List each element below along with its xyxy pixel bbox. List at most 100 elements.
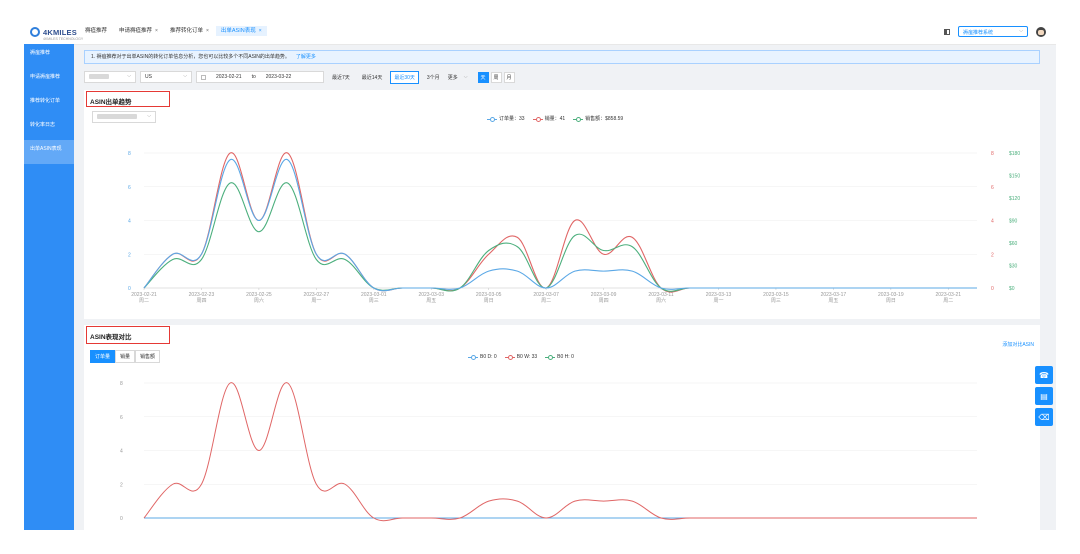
app-window: 4KMILES 4KMILES TECHNOLOGY 褥疽推荐 申请褥疽推荐 × … xyxy=(24,22,1056,530)
user-avatar[interactable] xyxy=(1036,26,1046,37)
filter-bar: ⌵ US ⌵ 2023-02-21 to 2023-03-22 最近7天 最近14… xyxy=(84,70,515,84)
notice-banner: 1. 褥疽推荐对于出单ASIN的转化订单信息分析，您也可以比较多个不同ASIN的… xyxy=(84,50,1040,64)
tab-recommend[interactable]: 褥疽推荐 xyxy=(80,26,112,36)
trash-icon[interactable]: ⌫ xyxy=(1035,408,1053,426)
tab-label: 出单ASIN表现 xyxy=(220,28,256,34)
date-end: 2023-03-22 xyxy=(265,74,292,80)
quick-14days-button[interactable]: 最近14天 xyxy=(361,74,383,81)
more-label: 更多 xyxy=(447,74,458,81)
x-tick-weekday: 周六 xyxy=(656,297,666,304)
y-tick-right2: $120 xyxy=(1009,196,1020,202)
x-tick-weekday: 周一 xyxy=(713,298,723,304)
y-tick-right2: $90 xyxy=(1009,219,1018,225)
system-select-value: 褥疽推荐系统 xyxy=(963,30,994,36)
more-select[interactable]: 更多 ⌵ xyxy=(448,74,468,81)
sidebar-item-conversion-log[interactable]: 转化率日志 xyxy=(30,122,56,128)
x-tick-weekday: 周日 xyxy=(484,298,494,304)
granularity-week[interactable]: 周 xyxy=(490,71,502,83)
trend-card: ASIN出单趋势 ⌵ 订单量：33 销量：41 销售额：$858.59 0 2 4 6… xyxy=(84,90,1040,319)
metric-tab-units[interactable]: 销量 xyxy=(115,350,136,363)
x-tick-label: 2023-03-13 xyxy=(706,292,732,298)
store-select[interactable]: ⌵ xyxy=(84,71,136,83)
system-select[interactable]: 褥疽推荐系统 ⌵ xyxy=(958,26,1028,37)
sidebar-item-conversion-orders[interactable]: 推荐转化订单 xyxy=(30,98,61,104)
x-tick-label: 2023-03-09 xyxy=(591,292,617,298)
header-right: 褥疽推荐系统 ⌵ xyxy=(944,26,1046,37)
legend-label: B0 H: 0 xyxy=(557,354,574,360)
tab-bar: 褥疽推荐 申请褥疽推荐 × 推荐转化订单 × 出单ASIN表现 × xyxy=(80,26,267,36)
y-tick-left: 8 xyxy=(128,151,131,157)
quick-7days-button[interactable]: 最近7天 xyxy=(332,74,350,81)
country-value: US xyxy=(145,74,152,80)
sidebar-item-recommend[interactable]: 褥疽推荐 xyxy=(30,50,51,56)
add-compare-asin-link[interactable]: 添加对比ASIN xyxy=(1002,342,1034,348)
trend-title: ASIN出单趋势 xyxy=(90,99,132,106)
tab-apply-recommend[interactable]: 申请褥疽推荐 × xyxy=(114,26,163,36)
legend-swatch xyxy=(468,354,478,360)
y-tick-right2: $30 xyxy=(1009,264,1018,270)
title-highlight-box xyxy=(86,91,170,107)
y-tick-right1: 0 xyxy=(991,286,994,292)
title-highlight-box xyxy=(86,326,170,344)
floating-actions: ☎ ▤ ⌫ xyxy=(1035,366,1053,426)
notice-text: 1. 褥疽推荐对于出单ASIN的转化订单信息分析，您也可以比较多个不同ASIN的… xyxy=(91,54,290,60)
x-tick-label: 2023-03-21 xyxy=(935,292,961,298)
compare-card: ASIN表现对比 订单量 销量 销售额 添加对比ASIN B0 D: 0 B0 … xyxy=(84,325,1040,530)
legend-sales[interactable]: 销售额：$858.59 xyxy=(573,115,623,122)
x-tick-weekday: 周三 xyxy=(771,298,781,304)
x-tick-label: 2023-03-11 xyxy=(648,292,673,298)
learn-more-link[interactable]: 了解更多 xyxy=(295,54,316,60)
date-range-picker[interactable]: 2023-02-21 to 2023-03-22 xyxy=(196,71,324,83)
sidebar: 褥疽推荐 申请褥疽推荐 推荐转化订单 转化率日志 出单ASIN表现 xyxy=(24,44,74,530)
y-tick-left: 2 xyxy=(128,252,131,258)
x-tick-label: 2023-03-03 xyxy=(418,292,444,298)
x-tick-weekday: 周二 xyxy=(139,298,149,304)
chevron-down-icon: ⌵ xyxy=(1019,28,1023,34)
y-tick-left: 6 xyxy=(128,185,131,191)
layout-icon[interactable] xyxy=(944,28,950,35)
legend-swatch xyxy=(532,116,543,122)
quick-3months-button[interactable]: 3个月 xyxy=(426,74,440,81)
quick-30days-button[interactable]: 最近30天 xyxy=(390,70,419,84)
y-tick-left: 2 xyxy=(120,482,123,488)
country-select[interactable]: US ⌵ xyxy=(140,71,192,83)
legend-asin-2[interactable]: B0 W: 33 xyxy=(504,354,538,360)
y-tick-right1: 2 xyxy=(991,252,994,258)
y-tick-right1: 8 xyxy=(991,151,994,157)
close-icon[interactable]: × xyxy=(258,28,262,34)
legend-swatch xyxy=(504,354,515,360)
sidebar-item-asin-performance[interactable]: 出单ASIN表现 xyxy=(24,140,74,164)
y-tick-right1: 6 xyxy=(991,185,994,191)
sidebar-item-apply-recommend[interactable]: 申请褥疽推荐 xyxy=(30,74,61,80)
x-tick-weekday: 周六 xyxy=(254,297,264,304)
legend-asin-1[interactable]: B0 D: 0 xyxy=(468,354,497,360)
legend-asin-3[interactable]: B0 H: 0 xyxy=(545,354,574,360)
logo-subtext: 4KMILES TECHNOLOGY xyxy=(43,37,84,41)
x-tick-label: 2023-03-01 xyxy=(361,292,387,298)
legend-orders[interactable]: 订单量：33 xyxy=(487,115,525,122)
close-icon[interactable]: × xyxy=(205,28,209,34)
close-icon[interactable]: × xyxy=(155,28,158,34)
metric-tab-orders[interactable]: 订单量 xyxy=(90,350,116,363)
x-tick-weekday: 周五 xyxy=(828,298,838,304)
y-tick-left: 8 xyxy=(120,381,123,387)
x-tick-label: 2023-03-15 xyxy=(763,292,789,298)
legend-label: B0 W: 33 xyxy=(516,354,538,360)
logo[interactable]: 4KMILES 4KMILES TECHNOLOGY xyxy=(30,27,83,41)
tab-asin-performance[interactable]: 出单ASIN表现 × xyxy=(215,26,267,36)
granularity-day[interactable]: 天 xyxy=(477,71,489,83)
tab-conversion-orders[interactable]: 推荐转化订单 × xyxy=(165,26,214,36)
metric-tab-sales[interactable]: 销售额 xyxy=(135,350,161,363)
headset-icon[interactable]: ☎ xyxy=(1035,366,1053,384)
logo-text: 4KMILES xyxy=(43,27,77,37)
book-icon[interactable]: ▤ xyxy=(1035,387,1053,405)
legend-label: B0 D: 0 xyxy=(480,354,497,360)
granularity-month[interactable]: 月 xyxy=(503,71,515,83)
asin-select[interactable]: ⌵ xyxy=(92,111,156,123)
x-tick-label: 2023-03-19 xyxy=(878,292,904,298)
legend-units[interactable]: 销量：41 xyxy=(532,115,565,122)
legend-label: 销售额：$858.59 xyxy=(585,116,624,122)
tab-label: 推荐转化订单 xyxy=(169,28,203,34)
calendar-icon xyxy=(201,74,206,80)
x-tick-weekday: 周五 xyxy=(426,298,436,304)
